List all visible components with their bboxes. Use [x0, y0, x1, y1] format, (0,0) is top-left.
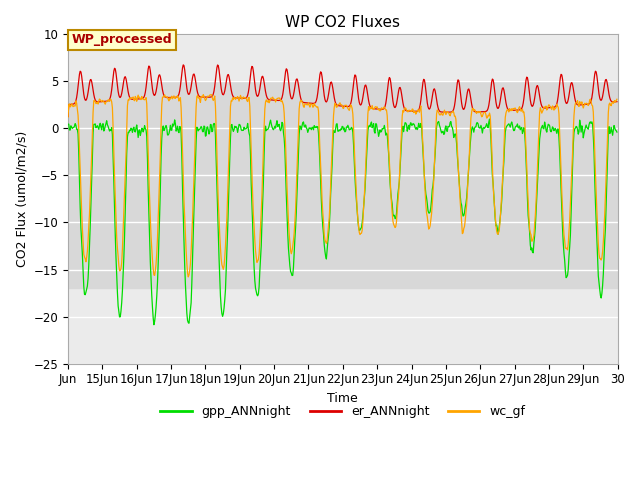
Y-axis label: CO2 Flux (umol/m2/s): CO2 Flux (umol/m2/s) — [15, 131, 28, 267]
Text: WP_processed: WP_processed — [72, 34, 172, 47]
Legend: gpp_ANNnight, er_ANNnight, wc_gf: gpp_ANNnight, er_ANNnight, wc_gf — [156, 400, 531, 423]
X-axis label: Time: Time — [328, 392, 358, 405]
Bar — [68, 81, 618, 288]
Title: WP CO2 Fluxes: WP CO2 Fluxes — [285, 15, 401, 30]
